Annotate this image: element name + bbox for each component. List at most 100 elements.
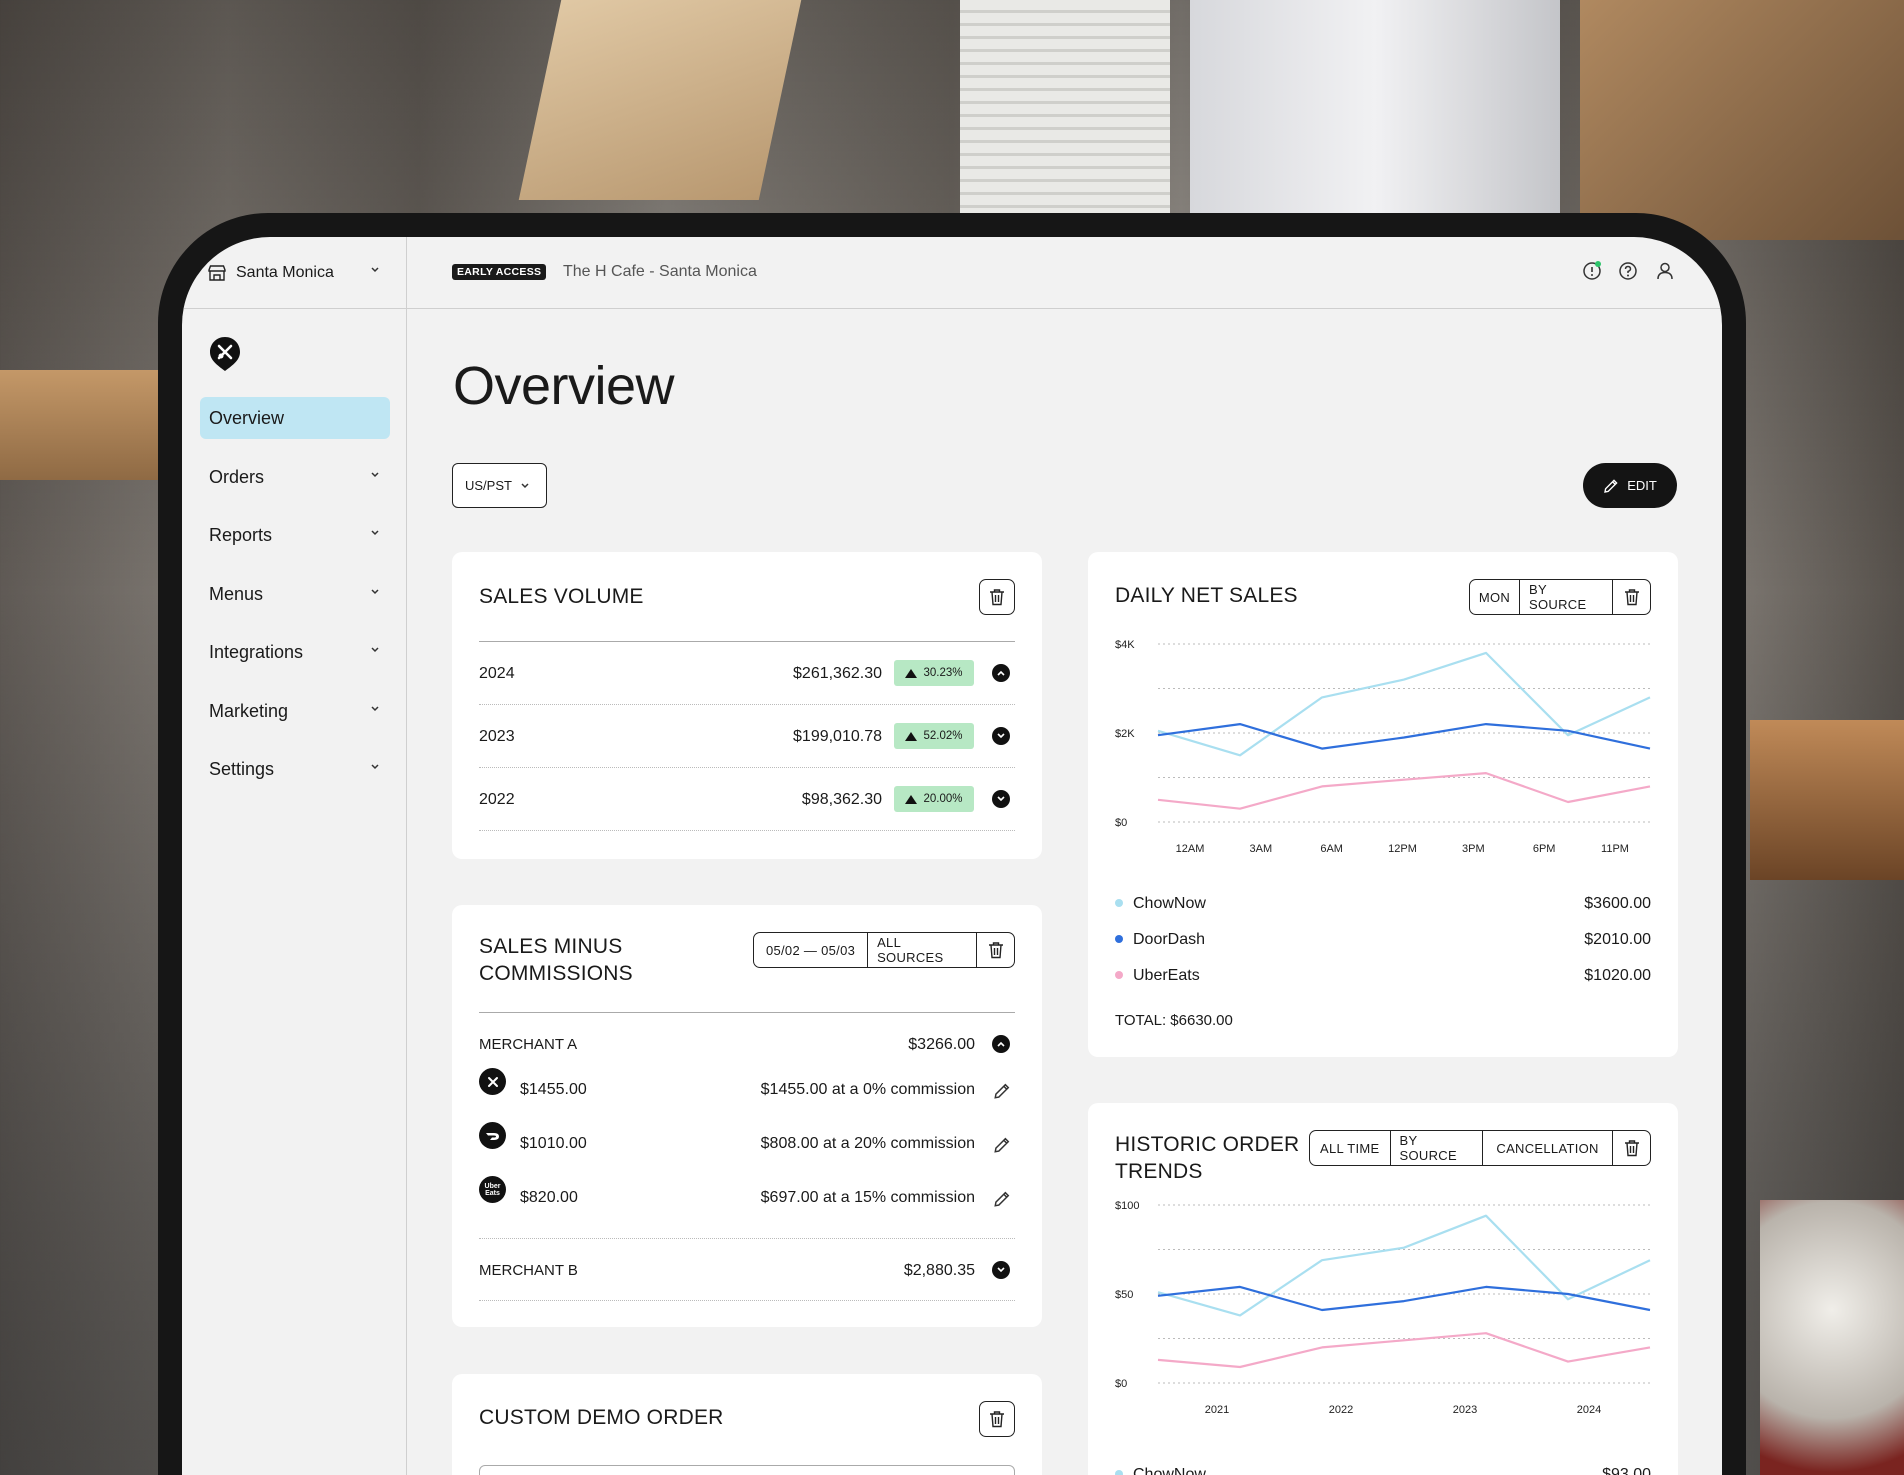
sidebar-item-label: Menus (209, 583, 264, 604)
type-filter[interactable]: CANCELLATION (1483, 1131, 1614, 1165)
day-filter[interactable]: MON (1470, 580, 1520, 614)
divider (479, 641, 1015, 642)
custom-demo-order-card: CUSTOM DEMO ORDER (452, 1374, 1042, 1475)
sidebar-item-label: Settings (209, 758, 275, 779)
arrow-up-icon (905, 668, 918, 678)
date-range-filter[interactable]: 05/02 — 05/03 (754, 933, 869, 967)
legend-dot (1115, 970, 1123, 979)
delete-button[interactable] (979, 1401, 1015, 1437)
chevron-down-icon (371, 764, 379, 770)
sales-amount: $261,362.30 (793, 665, 882, 682)
sidebar-item-orders[interactable]: Orders (200, 456, 390, 498)
y-tick-label: $0 (1115, 817, 1127, 829)
arrow-up-icon (905, 794, 918, 804)
divider (479, 1238, 1015, 1239)
year-label: 2024 (479, 665, 515, 682)
merchant-label: MERCHANT B (479, 1262, 578, 1279)
timezone-select[interactable]: US/PST (452, 463, 547, 508)
chevron-up-icon (997, 670, 1005, 676)
ubereats-icon: Uber Eats (479, 1176, 506, 1203)
legend-name: DoorDash (1133, 931, 1206, 948)
card-title-line: COMMISSIONS (479, 962, 633, 985)
doordash-icon (479, 1122, 506, 1149)
chevron-down-icon (371, 530, 379, 536)
edit-button[interactable]: EDIT (1583, 463, 1677, 508)
card-title: DAILY NET SALES (1115, 584, 1298, 607)
background-photo (1760, 1200, 1904, 1475)
sidebar-item-integrations[interactable]: Integrations (200, 631, 390, 673)
background-photo (518, 0, 802, 200)
y-tick-label: $50 (1115, 1289, 1133, 1301)
notification-icon[interactable] (1582, 261, 1602, 281)
legend-amount: $1020.00 (1584, 967, 1651, 984)
delete-button[interactable] (979, 579, 1015, 615)
demo-order-input[interactable] (479, 1465, 1015, 1475)
source-gross: $820.00 (520, 1189, 578, 1206)
year-label: 2023 (479, 728, 515, 745)
sidebar-item-label: Reports (209, 524, 273, 545)
pencil-icon[interactable] (993, 1136, 1011, 1154)
location-select[interactable]: Santa Monica (182, 237, 407, 309)
sidebar-item-settings[interactable]: Settings (200, 748, 390, 790)
series-line-doordash (1157, 722, 1651, 750)
series-line-chownow (1157, 651, 1651, 757)
pencil-icon (1604, 478, 1618, 493)
sidebar-item-overview[interactable]: Overview (200, 397, 390, 439)
delete-button[interactable] (1613, 580, 1650, 614)
sales-volume-card: SALES VOLUME 2024 $261,362.30 30.23% 202… (452, 552, 1042, 859)
source-filter[interactable]: ALL SOURCES (868, 933, 978, 967)
chevron-down-icon (997, 733, 1005, 739)
delete-button[interactable] (977, 933, 1014, 967)
legend-dot (1115, 898, 1123, 907)
trash-icon (990, 589, 1004, 606)
page-title: Overview (453, 356, 675, 416)
legend-item: ChowNow $93.00 (1115, 1466, 1651, 1475)
chevron-down-icon (521, 482, 529, 488)
sidebar-item-menus[interactable]: Menus (200, 573, 390, 615)
series-line-doordash (1157, 1285, 1651, 1312)
sidebar-item-marketing[interactable]: Marketing (200, 690, 390, 732)
change-value: 30.23% (923, 667, 963, 679)
expand-button[interactable] (992, 727, 1010, 745)
timezone-label: US/PST (465, 478, 512, 493)
background-photo (960, 0, 1170, 215)
chevron-down-icon (371, 267, 379, 273)
brand-logo-icon (210, 337, 240, 371)
trash-icon (990, 1411, 1004, 1428)
source-filter[interactable]: BY SOURCE (1391, 1131, 1483, 1165)
change-value: 20.00% (923, 793, 963, 805)
top-bar: Santa Monica EARLY ACCESS The H Cafe - S… (182, 237, 1722, 309)
x-tick-label: 11PM (1601, 843, 1629, 855)
card-title-line: SALES MINUS (479, 935, 623, 958)
delete-button[interactable] (1613, 1131, 1650, 1165)
sidebar-item-label: Marketing (209, 700, 289, 721)
time-filter[interactable]: ALL TIME (1310, 1131, 1391, 1165)
merchant-amount: $2,880.35 (903, 1262, 975, 1279)
card-title: HISTORIC ORDER TRENDS (1115, 1131, 1299, 1185)
pencil-icon[interactable] (993, 1190, 1011, 1208)
x-tick-label: 2022 (1329, 1404, 1353, 1416)
background-photo (1190, 0, 1560, 215)
chownow-icon (479, 1068, 506, 1095)
background-photo (1750, 720, 1904, 880)
collapse-button[interactable] (992, 664, 1010, 682)
sidebar-item-reports[interactable]: Reports (200, 514, 390, 556)
chevron-down-icon (997, 1267, 1005, 1273)
sidebar-item-label: Integrations (209, 641, 304, 662)
collapse-button[interactable] (992, 1035, 1010, 1053)
expand-button[interactable] (992, 790, 1010, 808)
expand-button[interactable] (992, 1261, 1010, 1279)
pencil-icon[interactable] (993, 1082, 1011, 1100)
chevron-down-icon (997, 796, 1005, 802)
year-label: 2022 (479, 791, 515, 808)
legend-dot (1115, 934, 1123, 943)
user-icon[interactable] (1655, 261, 1675, 281)
historic-order-trends-chart: $0 $50 $100 2021 2022 2023 2024 (1115, 1200, 1651, 1416)
legend-name: ChowNow (1133, 895, 1206, 912)
legend-amount: $2010.00 (1584, 931, 1651, 948)
total-label: TOTAL: $6630.00 (1115, 1012, 1233, 1029)
help-icon[interactable] (1618, 261, 1638, 281)
background-photo (0, 370, 160, 480)
app-screen: Santa Monica EARLY ACCESS The H Cafe - S… (182, 237, 1722, 1475)
source-filter[interactable]: BY SOURCE (1520, 580, 1614, 614)
